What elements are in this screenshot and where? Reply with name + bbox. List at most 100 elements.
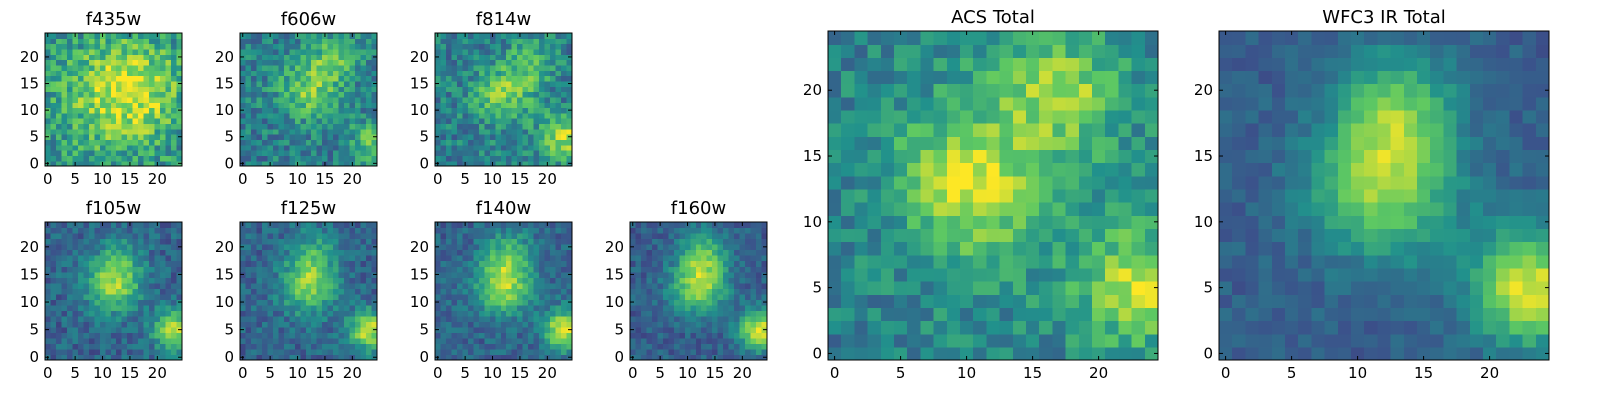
heatmap-cell (555, 43, 562, 50)
heatmap-cell (176, 332, 183, 339)
heatmap-cell (673, 282, 680, 289)
heatmap-cell (478, 299, 485, 306)
heatmap-cell (300, 150, 307, 156)
heatmap-cell (739, 238, 746, 245)
heatmap-cell (478, 48, 485, 55)
x-tick-label: 5 (265, 364, 275, 382)
heatmap-cell (484, 315, 491, 322)
heatmap-cell (640, 260, 648, 267)
heatmap-cell (105, 134, 112, 140)
heatmap-cell (50, 70, 57, 77)
heatmap-cell (440, 321, 447, 328)
heatmap-cell (83, 38, 90, 45)
heatmap-cell (440, 134, 447, 140)
heatmap-cell (121, 233, 128, 240)
heatmap-cell (511, 271, 518, 278)
heatmap-cell (105, 86, 112, 93)
heatmap-cell (539, 33, 546, 39)
heatmap-cell (533, 255, 540, 262)
heatmap-cell (154, 293, 161, 300)
heatmap-cell (344, 86, 351, 93)
heatmap-cell (451, 348, 458, 356)
heatmap-cell (668, 233, 675, 240)
heatmap-cell (668, 354, 675, 361)
heatmap-cell (640, 244, 648, 251)
heatmap-cell (712, 244, 719, 251)
heatmap-cell (894, 149, 908, 164)
heatmap-cell (1131, 333, 1146, 348)
heatmap-cell (506, 288, 513, 295)
heatmap-cell (355, 48, 362, 55)
heatmap-cell (946, 175, 961, 190)
heatmap-cell (305, 112, 312, 119)
heatmap-cell (338, 38, 345, 45)
heatmap-cell (305, 91, 312, 98)
heatmap-cell (657, 244, 664, 251)
heatmap-cell (300, 107, 307, 114)
heatmap-cell (305, 70, 312, 77)
heatmap-cell (50, 315, 57, 322)
heatmap-cell (50, 38, 57, 45)
heatmap-cell (327, 293, 334, 300)
heatmap-cell (646, 332, 653, 339)
heatmap-cell (127, 266, 134, 273)
heatmap-cell (750, 293, 757, 300)
heatmap-cell (83, 128, 90, 135)
heatmap-cell (761, 288, 768, 295)
heatmap-cell (116, 337, 123, 345)
heatmap-cell (83, 91, 90, 98)
heatmap-cell (522, 139, 529, 146)
heatmap-cell (555, 304, 562, 311)
heatmap-cell (83, 33, 90, 39)
heatmap-cell (522, 33, 529, 39)
heatmap-cell (445, 102, 453, 109)
heatmap-cell (283, 233, 290, 240)
heatmap-cell (355, 102, 362, 109)
heatmap-cell (360, 96, 367, 103)
heatmap-cell (338, 64, 345, 71)
heatmap-cell (511, 43, 518, 50)
heatmap-cell (701, 238, 708, 245)
heatmap-cell (539, 266, 546, 273)
heatmap-cell (72, 310, 79, 317)
heatmap-cell (435, 112, 442, 119)
heatmap-cell (462, 332, 469, 339)
heatmap-cell (55, 321, 63, 328)
heatmap-cell (278, 86, 285, 93)
heatmap-cell (333, 348, 340, 356)
heatmap-cell (690, 321, 697, 328)
heatmap-cell (717, 277, 724, 284)
heatmap-cell (333, 86, 340, 93)
heatmap-cell (706, 282, 713, 289)
heatmap-cell (45, 43, 52, 50)
heatmap-cell (473, 354, 480, 361)
heatmap-cell (517, 326, 524, 333)
heatmap-cell (278, 155, 285, 162)
heatmap-cell (712, 299, 719, 306)
heatmap-cell (445, 75, 453, 82)
heatmap-cell (555, 128, 562, 135)
heatmap-cell (646, 288, 653, 295)
heatmap-cell (522, 277, 529, 284)
heatmap-cell (550, 348, 557, 356)
heatmap-cell (662, 282, 669, 289)
heatmap-cell (907, 320, 921, 335)
heatmap-cell (544, 238, 551, 245)
heatmap-cell (717, 299, 724, 306)
heatmap-cell (528, 271, 535, 278)
heatmap-cell (72, 343, 79, 350)
heatmap-cell (171, 249, 178, 256)
heatmap-cell (539, 118, 546, 125)
heatmap-cell (245, 348, 252, 356)
heatmap-cell (283, 260, 290, 267)
heatmap-cell (149, 128, 156, 135)
heatmap-cell (473, 299, 480, 306)
heatmap-cell (245, 332, 252, 339)
heatmap-cell (517, 244, 524, 251)
heatmap-cell (867, 281, 882, 295)
heatmap-cell (88, 227, 95, 234)
heatmap-cell (561, 112, 568, 119)
heatmap-cell (327, 80, 334, 87)
heatmap-cell (880, 294, 895, 308)
heatmap-cell (289, 255, 296, 262)
